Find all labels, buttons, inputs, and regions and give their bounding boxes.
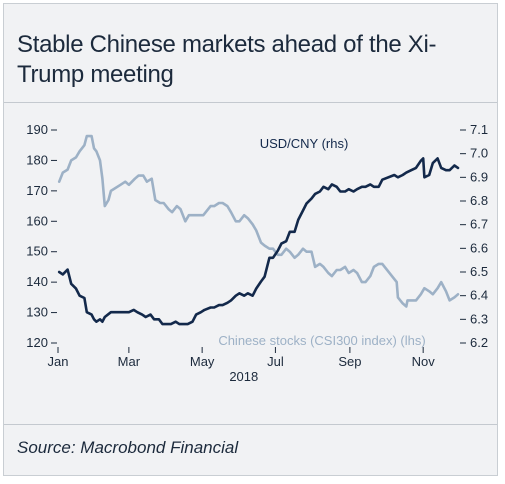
right-tick-label: 6.7 [470, 217, 488, 232]
series-line-csi300 [57, 134, 460, 308]
left-tick-label: 150 [26, 244, 48, 259]
chart-card: Stable Chinese markets ahead of the Xi-T… [3, 3, 498, 476]
x-tick-label: Mar [118, 354, 141, 369]
x-tick-label: Nov [412, 354, 436, 369]
right-tick-label: 7.0 [470, 146, 488, 161]
source-note: Source: Macrobond Financial [17, 438, 239, 457]
right-tick-label: 6.5 [470, 264, 488, 279]
title-divider [4, 102, 497, 103]
left-tick-label: 190 [26, 122, 48, 137]
x-tick-label: Jul [267, 354, 284, 369]
x-tick-label: Jan [48, 354, 69, 369]
series-label-csi300: Chinese stocks (CSI300 index) (lhs) [218, 333, 425, 348]
right-tick-label: 6.2 [470, 335, 488, 350]
left-tick-label: 130 [26, 305, 48, 320]
chart-title: Stable Chinese markets ahead of the Xi-T… [17, 31, 437, 88]
left-tick-label: 170 [26, 183, 48, 198]
right-tick-label: 6.6 [470, 240, 488, 255]
left-tick-label: 120 [26, 335, 48, 350]
line-chart: 120 130 140 150 160 170 180 190 6.2 6.3 6.4 6.5 6.6 6… [26, 122, 488, 384]
left-tick-label: 180 [26, 152, 48, 167]
left-tick-label: 160 [26, 213, 48, 228]
x-year-label: 2018 [229, 369, 258, 384]
left-tick-label: 140 [26, 274, 48, 289]
source-divider [4, 424, 497, 425]
x-tick-label: May [190, 354, 215, 369]
right-tick-label: 7.1 [470, 122, 488, 137]
right-tick-label: 6.3 [470, 311, 488, 326]
right-tick-label: 6.8 [470, 193, 488, 208]
x-tick-label: Sep [338, 354, 361, 369]
series-line-usdcny [57, 157, 460, 326]
right-tick-label: 6.9 [470, 169, 488, 184]
right-tick-label: 6.4 [470, 288, 488, 303]
series-label-usdcny: USD/CNY (rhs) [260, 136, 349, 151]
